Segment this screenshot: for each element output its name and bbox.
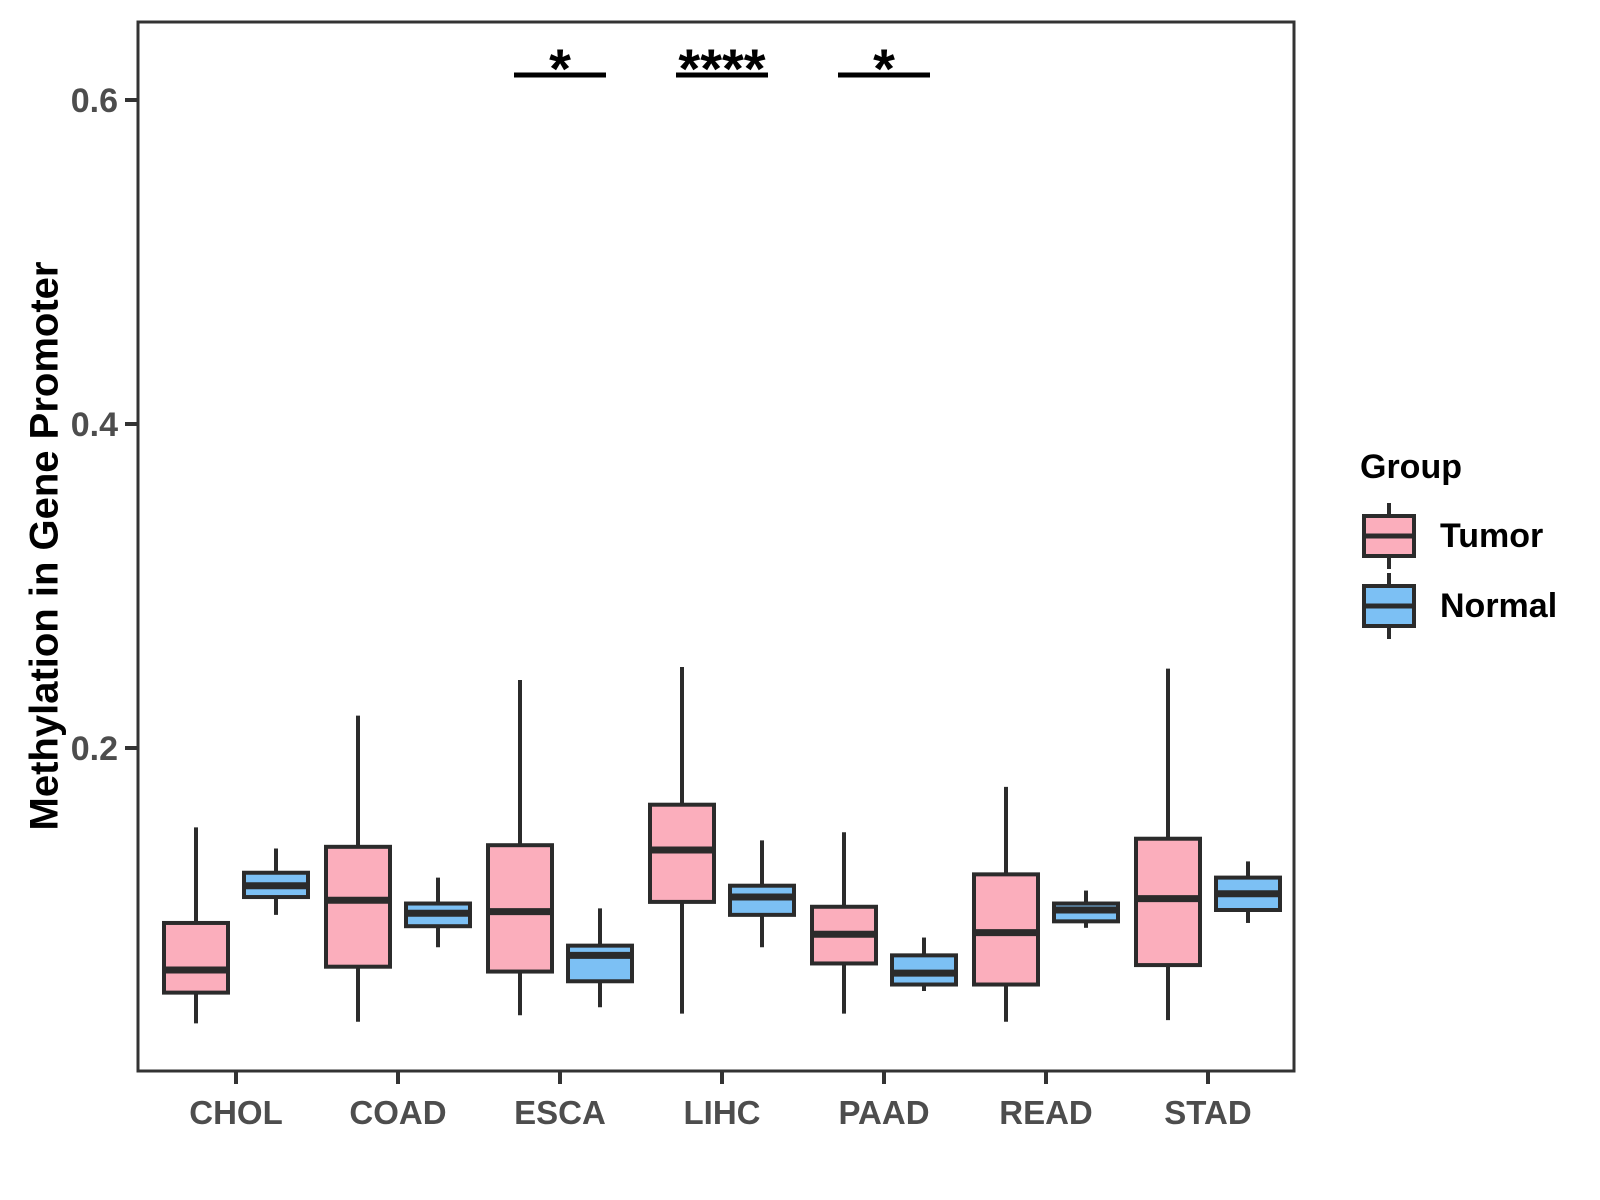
x-category-label-chol: CHOL — [189, 1094, 283, 1131]
box-normal-esca — [566, 943, 634, 984]
legend-title: Group — [1360, 448, 1462, 486]
tumor-boxplot-key-icon — [1362, 503, 1416, 569]
x-category-label-paad: PAAD — [838, 1094, 929, 1131]
x-category-label-stad: STAD — [1164, 1094, 1251, 1131]
y-tick-label: 0.4 — [71, 406, 118, 444]
significance-label-paad: * — [873, 37, 895, 100]
legend-label-tumor: Tumor — [1440, 516, 1544, 555]
y-axis-title: Methylation in Gene Promoter — [22, 261, 67, 831]
normal-boxplot-key-icon — [1362, 573, 1416, 639]
y-tick-label: 0.2 — [71, 730, 118, 768]
legend-label-normal: Normal — [1440, 586, 1558, 625]
significance-label-esca: * — [549, 37, 571, 100]
legend-entry-normal: Normal — [1360, 571, 1590, 641]
significance-label-lihc: **** — [678, 37, 765, 100]
x-category-label-read: READ — [999, 1094, 1093, 1131]
panel-border — [136, 20, 1296, 1073]
x-category-label-esca: ESCA — [514, 1094, 606, 1131]
x-category-label-lihc: LIHC — [684, 1094, 761, 1131]
box-tumor-coad — [324, 844, 392, 969]
x-category-label-coad: COAD — [349, 1094, 446, 1131]
legend: Group Tumor Normal — [1360, 448, 1590, 641]
box-tumor-chol — [162, 920, 230, 995]
legend-entry-tumor: Tumor — [1360, 501, 1590, 571]
y-tick-label: 0.6 — [71, 82, 118, 120]
